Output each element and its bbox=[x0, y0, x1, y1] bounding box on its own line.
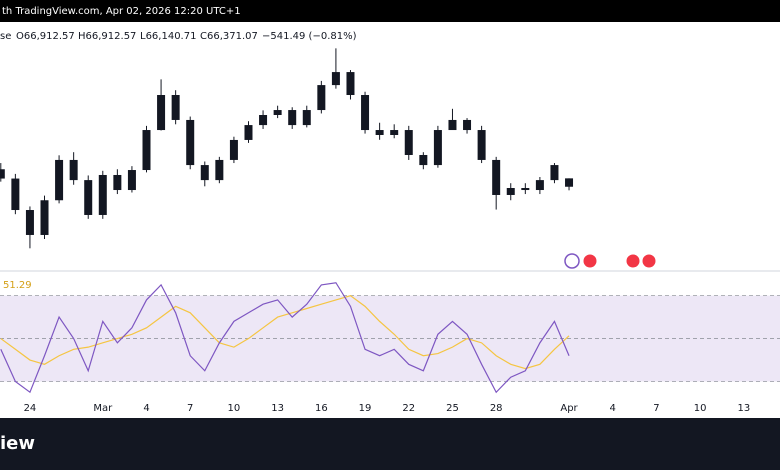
candle-body bbox=[361, 95, 370, 131]
event-icons bbox=[564, 253, 657, 269]
candle-body bbox=[171, 95, 180, 120]
candle-body bbox=[346, 72, 355, 96]
candle-body bbox=[550, 165, 559, 181]
candle-body bbox=[477, 130, 486, 160]
low: L66,140.71 bbox=[140, 31, 196, 42]
candle-body bbox=[565, 178, 574, 187]
x-tick-label: 24 bbox=[24, 403, 37, 414]
candle-body bbox=[55, 159, 64, 201]
candle-body bbox=[288, 110, 297, 126]
candle-body bbox=[25, 210, 34, 235]
candle-body bbox=[390, 130, 399, 135]
candle-body bbox=[259, 115, 268, 126]
chart-title: th TradingView.com, Apr 02, 2026 12:20 U… bbox=[2, 6, 241, 17]
x-tick-label: 10 bbox=[694, 403, 707, 414]
candle-body bbox=[84, 180, 93, 215]
candle-body bbox=[0, 169, 5, 179]
x-tick-label: 25 bbox=[446, 403, 459, 414]
candle-body bbox=[113, 174, 122, 191]
candle-body bbox=[69, 159, 78, 181]
candle-body bbox=[492, 159, 501, 195]
x-tick-label: Apr bbox=[560, 403, 578, 414]
candle-body bbox=[463, 119, 472, 131]
x-tick-label: 13 bbox=[738, 403, 751, 414]
candle-body bbox=[448, 119, 457, 131]
candle-body bbox=[521, 188, 530, 191]
candle-body bbox=[535, 180, 544, 191]
candle-body bbox=[11, 178, 20, 211]
candle-body bbox=[186, 119, 195, 166]
candle-body bbox=[506, 188, 515, 195]
candle-body bbox=[142, 130, 151, 171]
x-tick-label: 4 bbox=[143, 403, 149, 414]
rsi-ma-value: 51.29 bbox=[3, 280, 32, 291]
x-tick-label: 10 bbox=[228, 403, 241, 414]
open: O66,912.57 bbox=[16, 31, 75, 42]
top-bar bbox=[0, 0, 780, 22]
x-tick-label: 7 bbox=[653, 403, 659, 414]
candle-body bbox=[273, 110, 282, 115]
logo: iew bbox=[0, 433, 35, 454]
candle-body bbox=[244, 125, 253, 140]
candle-body bbox=[331, 72, 340, 86]
ohlc-legend: se O66,912.57 H66,912.57 L66,140.71 C66,… bbox=[0, 31, 357, 42]
candle-body bbox=[404, 130, 413, 155]
close: C66,371.07 bbox=[200, 31, 258, 42]
x-tick-label: 4 bbox=[610, 403, 616, 414]
rsi-line bbox=[0, 282, 570, 394]
x-tick-label: 7 bbox=[187, 403, 193, 414]
x-tick-label: Mar bbox=[93, 403, 113, 414]
candle-body bbox=[317, 85, 326, 111]
candle-body bbox=[127, 170, 136, 191]
candle-body bbox=[215, 159, 224, 181]
candle-body bbox=[229, 139, 238, 160]
x-tick-label: 22 bbox=[402, 403, 415, 414]
candle-body bbox=[302, 110, 311, 126]
x-tick-label: 16 bbox=[315, 403, 328, 414]
candle-body bbox=[419, 154, 428, 166]
candle-body bbox=[40, 200, 49, 235]
candle-body bbox=[98, 174, 107, 215]
x-tick-label: 13 bbox=[271, 403, 284, 414]
candle-body bbox=[375, 130, 384, 135]
change: −541.49 (−0.81%) bbox=[262, 31, 357, 42]
footer-bar bbox=[0, 418, 780, 470]
high: H66,912.57 bbox=[78, 31, 136, 42]
candle-body bbox=[433, 130, 442, 166]
x-tick-label: 19 bbox=[359, 403, 372, 414]
candle-body bbox=[200, 165, 209, 181]
candle-body bbox=[157, 95, 166, 131]
x-tick-label: 28 bbox=[490, 403, 503, 414]
symbol: se bbox=[0, 31, 11, 42]
